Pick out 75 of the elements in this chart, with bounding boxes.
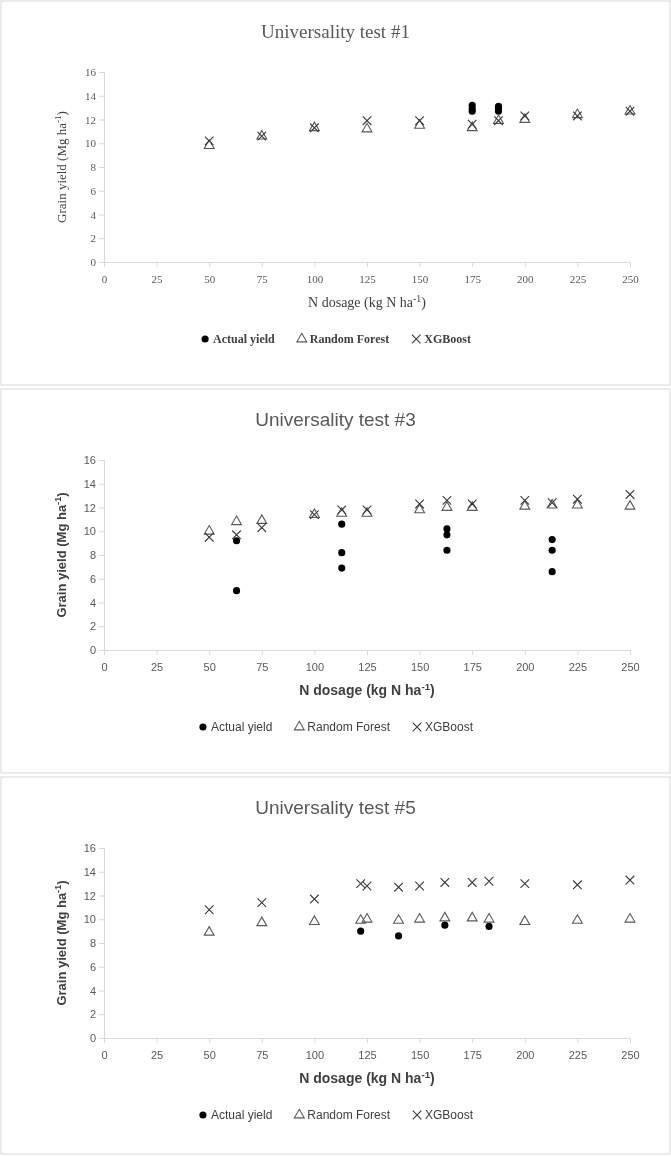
y-tick-label: 16 — [83, 454, 96, 467]
y-tick-label: 14 — [83, 865, 96, 878]
legend-label: Actual yield — [210, 720, 273, 734]
x-tick-label: 125 — [358, 1049, 377, 1062]
x-tick-label: 0 — [101, 273, 108, 286]
y-tick-label: 14 — [83, 477, 96, 490]
chart-title: Universality test #3 — [255, 409, 416, 430]
x-tick-label: 25 — [150, 661, 164, 674]
legend-label: XGBoost — [424, 332, 471, 346]
y-tick-label: 2 — [90, 232, 96, 245]
x-tick-label: 200 — [517, 273, 535, 286]
x-tick-label: 150 — [411, 273, 429, 286]
x-tick-label: 150 — [410, 661, 430, 674]
legend-label: Random Forest — [309, 332, 390, 346]
legend-label: Random Forest — [307, 1108, 391, 1122]
y-tick-label: 2 — [89, 1008, 96, 1021]
x-axis-title: N dosage (kg N ha$^{-1}$) — [308, 292, 427, 311]
y-tick-label: 12 — [83, 889, 96, 902]
x-tick-label: 75 — [256, 273, 269, 286]
x-tick-label: 125 — [358, 661, 377, 674]
x-tick-label: 250 — [621, 1049, 640, 1062]
x-tick-label: 100 — [306, 273, 324, 286]
x-tick-label: 225 — [569, 273, 587, 286]
x-tick-label: 175 — [463, 661, 482, 674]
x-tick-label: 0 — [101, 1049, 108, 1062]
x-tick-label: 250 — [622, 273, 640, 286]
x-tick-label: 200 — [516, 1049, 535, 1062]
legend-label: XGBoost — [425, 720, 474, 734]
y-tick-label: 16 — [85, 66, 97, 79]
x-tick-label: 25 — [150, 1049, 164, 1062]
y-tick-label: 8 — [89, 549, 96, 562]
x-tick-label: 75 — [256, 1049, 269, 1062]
x-tick-label: 175 — [464, 273, 482, 286]
y-tick-label: 8 — [90, 161, 97, 174]
x-tick-label: 225 — [568, 661, 588, 674]
y-tick-label: 10 — [83, 525, 96, 538]
legend-label: Actual yield — [210, 1108, 273, 1122]
x-axis-title: N dosage (kg N ha$^{-1}$) — [299, 680, 435, 698]
y-tick-label: 16 — [83, 842, 96, 855]
y-tick-label: 14 — [85, 89, 97, 102]
y-tick-label: 4 — [90, 208, 97, 221]
x-tick-label: 0 — [101, 661, 108, 674]
y-tick-label: 0 — [90, 256, 97, 269]
y-tick-label: 0 — [89, 644, 96, 657]
legend-label: Random Forest — [307, 720, 391, 734]
chart-title: Universality test #5 — [255, 797, 416, 818]
x-tick-label: 150 — [410, 1049, 430, 1062]
y-tick-label: 6 — [90, 184, 97, 197]
x-tick-label: 50 — [203, 1049, 216, 1062]
y-tick-label: 8 — [89, 937, 96, 950]
y-tick-label: 6 — [89, 960, 96, 973]
x-tick-label: 100 — [305, 1049, 325, 1062]
y-tick-label: 12 — [83, 501, 96, 514]
x-tick-label: 175 — [463, 1049, 482, 1062]
x-tick-label: 50 — [203, 661, 216, 674]
y-tick-label: 2 — [89, 620, 96, 633]
x-tick-label: 250 — [621, 661, 640, 674]
y-tick-label: 4 — [89, 984, 96, 997]
chart-title: Universality test #1 — [261, 21, 410, 42]
y-tick-label: 12 — [85, 113, 96, 126]
x-tick-label: 75 — [256, 661, 269, 674]
x-tick-label: 100 — [305, 661, 325, 674]
legend-label: Actual yield — [213, 332, 276, 346]
x-tick-label: 50 — [204, 273, 216, 286]
x-axis-title: N dosage (kg N ha$^{-1}$) — [299, 1068, 435, 1086]
y-tick-label: 10 — [85, 137, 97, 150]
legend-label: XGBoost — [425, 1108, 474, 1122]
y-tick-label: 4 — [89, 596, 96, 609]
x-tick-label: 25 — [151, 273, 164, 286]
y-tick-label: 10 — [83, 913, 96, 926]
x-tick-label: 125 — [359, 273, 377, 286]
y-tick-label: 0 — [89, 1032, 96, 1045]
y-tick-label: 6 — [89, 572, 96, 585]
x-tick-label: 225 — [568, 1049, 588, 1062]
x-tick-label: 200 — [516, 661, 535, 674]
